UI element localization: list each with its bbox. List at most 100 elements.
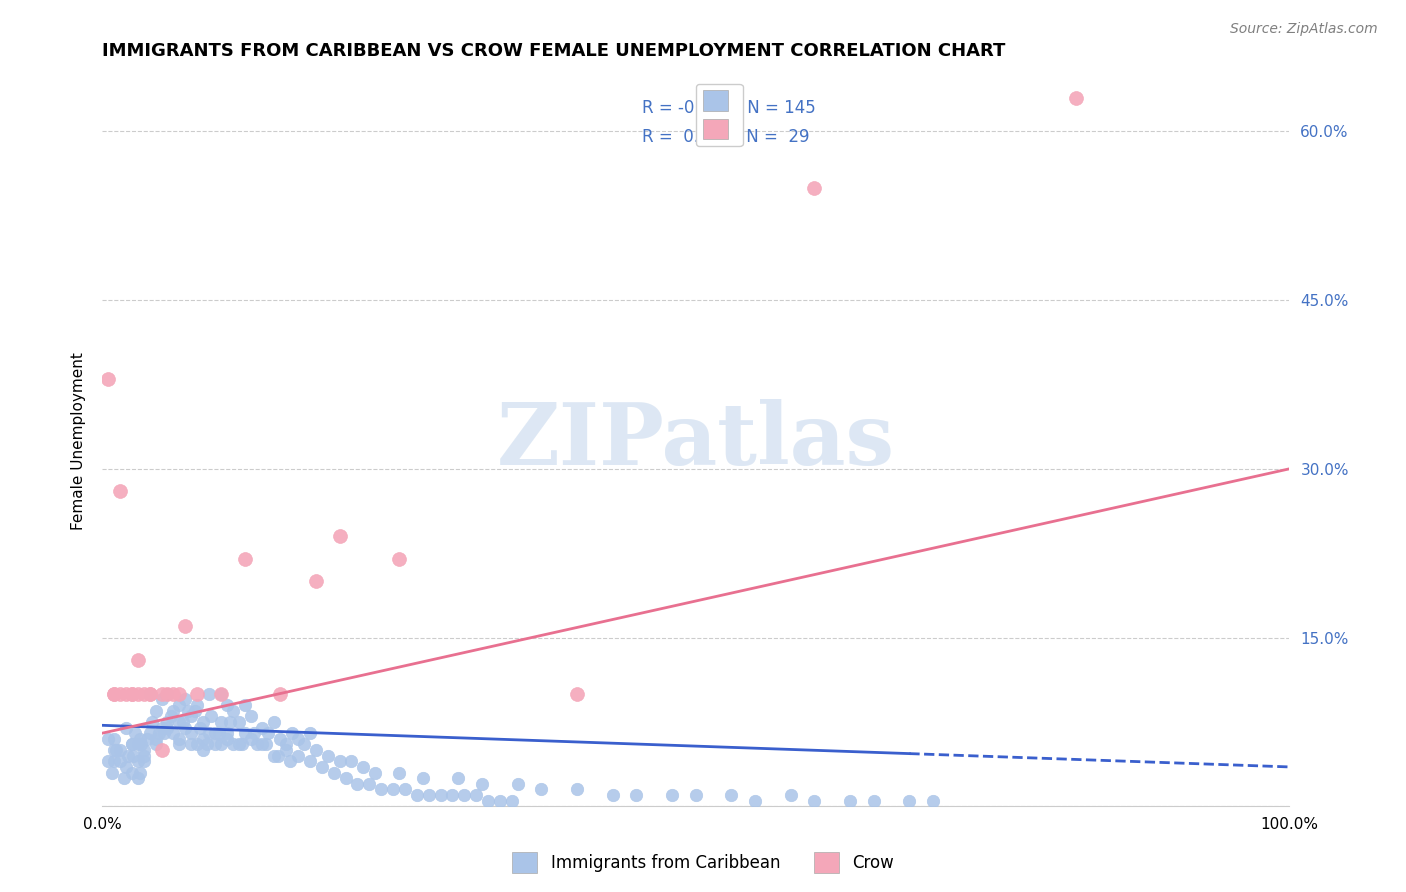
Point — [180, 726, 202, 740]
Text: Source: ZipAtlas.com: Source: ZipAtlas.com — [1230, 22, 1378, 37]
Point — [112, 771, 135, 785]
Point — [243, 726, 266, 740]
Point — [136, 731, 159, 746]
Point — [150, 721, 173, 735]
Point — [115, 760, 138, 774]
Point — [162, 687, 184, 701]
Point — [169, 731, 191, 746]
Point — [145, 731, 167, 746]
Point — [352, 760, 374, 774]
Point — [287, 731, 309, 746]
Point — [127, 754, 149, 768]
Point — [565, 782, 588, 797]
Point — [108, 484, 131, 499]
Point — [174, 721, 197, 735]
Point — [388, 765, 411, 780]
Point — [97, 754, 120, 768]
Point — [276, 738, 298, 752]
Point — [108, 754, 131, 768]
Point — [97, 372, 120, 386]
Point — [779, 788, 801, 802]
Point — [121, 765, 143, 780]
Point — [108, 687, 131, 701]
Point — [685, 788, 707, 802]
Point — [602, 788, 624, 802]
Point — [803, 180, 825, 194]
Point — [233, 552, 256, 566]
Point — [340, 754, 363, 768]
Point — [129, 765, 152, 780]
Point — [160, 709, 183, 723]
Point — [174, 619, 197, 633]
Point — [364, 765, 387, 780]
Point — [186, 687, 208, 701]
Point — [405, 788, 427, 802]
Point — [228, 738, 250, 752]
Point — [1064, 91, 1087, 105]
Point — [115, 721, 138, 735]
Point — [103, 754, 125, 768]
Point — [412, 771, 434, 785]
Point — [465, 788, 488, 802]
Point — [132, 687, 155, 701]
Point — [661, 788, 683, 802]
Point — [97, 731, 120, 746]
Point — [156, 714, 179, 729]
Point — [252, 738, 274, 752]
Point — [138, 687, 160, 701]
Point — [122, 748, 145, 763]
Point — [121, 738, 143, 752]
Point — [198, 687, 221, 701]
Point — [898, 794, 921, 808]
Point — [191, 743, 214, 757]
Point — [219, 714, 242, 729]
Point — [145, 738, 167, 752]
Point — [127, 653, 149, 667]
Point — [287, 748, 309, 763]
Point — [252, 721, 274, 735]
Point — [198, 726, 221, 740]
Point — [311, 760, 333, 774]
Point — [191, 714, 214, 729]
Point — [215, 726, 238, 740]
Point — [121, 687, 143, 701]
Point — [281, 726, 304, 740]
Point — [156, 687, 179, 701]
Text: R = -0.313   N = 145: R = -0.313 N = 145 — [643, 99, 815, 117]
Point — [186, 698, 208, 712]
Point — [394, 782, 416, 797]
Point — [453, 788, 475, 802]
Y-axis label: Female Unemployment: Female Unemployment — [72, 351, 86, 530]
Point — [172, 714, 194, 729]
Point — [530, 782, 553, 797]
Point — [429, 788, 451, 802]
Point — [121, 738, 143, 752]
Point — [138, 687, 160, 701]
Point — [184, 704, 207, 718]
Point — [269, 731, 291, 746]
Legend: , : , — [696, 84, 742, 146]
Point — [117, 748, 139, 763]
Point — [267, 748, 290, 763]
Point — [115, 687, 138, 701]
Point — [447, 771, 470, 785]
Point — [145, 704, 167, 718]
Point — [215, 698, 238, 712]
Point — [298, 726, 321, 740]
Text: R =  0.495   N =  29: R = 0.495 N = 29 — [643, 128, 810, 146]
Point — [169, 714, 191, 729]
Point — [329, 754, 352, 768]
Point — [305, 743, 328, 757]
Point — [100, 765, 122, 780]
Point — [132, 748, 155, 763]
Point — [129, 731, 152, 746]
Point — [239, 731, 262, 746]
Point — [174, 692, 197, 706]
Point — [359, 777, 381, 791]
Point — [138, 726, 160, 740]
Point — [153, 726, 176, 740]
Point — [335, 771, 357, 785]
Point — [169, 698, 191, 712]
Point — [506, 777, 529, 791]
Point — [132, 754, 155, 768]
